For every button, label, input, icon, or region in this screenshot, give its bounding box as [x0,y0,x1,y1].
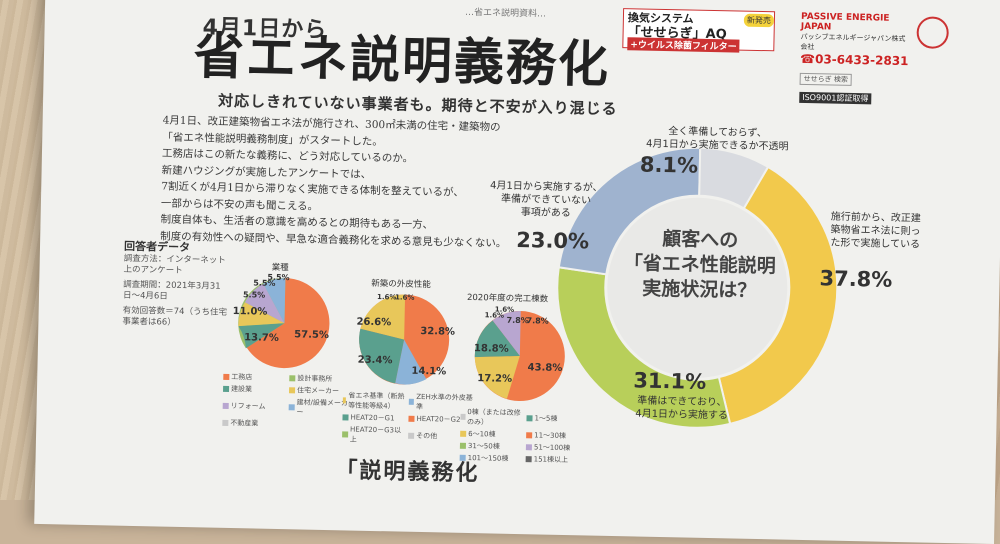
donut-center [607,197,788,378]
ad-product-box: 換気システム 「せせらぎ」AQ +ウイルス除菌フィルター 新発売 [622,8,776,53]
performance-label-2: 23.4% [357,354,393,367]
legend-item: 151棟以上 [525,454,590,465]
ad-company-en: PASSIVE ENERGIE JAPAN [800,11,890,33]
respondent-count: 有効回答数＝74（うち住宅事業者は66） [122,305,228,328]
ad-company-jp: パッシブエネルギージャパン株式会社 [800,32,906,52]
completed-slice-6-10 [474,356,520,399]
respondent-title: 回答者データ [123,239,191,255]
donut-pct-c: 23.0% [516,227,590,254]
performance-slice-base [360,294,406,340]
survey-donut-chart [556,146,839,429]
donut-label-b: 準備はできており、 4月1日から実施する [635,395,729,422]
donut-slice-implemented [717,165,839,426]
donut-pct-a: 37.8% [819,266,893,292]
performance-label-1: 14.1% [411,365,447,378]
ad-filter-label: +ウイルス除菌フィルター [627,37,740,53]
performance-slice-zeh [395,339,427,385]
performance-slice-g1 [359,328,405,384]
ad-phone: ☎03-6433-2831 [799,51,909,69]
ad-new-badge: 新発売 [743,13,775,28]
legend-item: リフォーム [222,396,287,417]
business-slice-other [263,278,286,324]
donut-pct-d: 8.1% [639,152,699,178]
respondent-period: 調査期間：2021年3月31日〜4月6日 [122,279,221,302]
business-chart-title: 業種 [271,262,289,274]
donut-pct-b: 31.1% [633,368,707,394]
bottom-heading: 「説明義務化 [335,458,480,487]
performance-legend: 省エネ基準（断熱等性能等級4） ZEH水準の外皮基準 HEAT20－G1 HEA… [342,390,473,447]
performance-label-0: 32.8% [420,325,456,338]
performance-pie-chart [359,294,450,385]
ad-company-block: PASSIVE ENERGIE JAPAN パッシブエネルギージャパン株式会社 … [799,12,911,106]
ad-iso-badge: ISO9001認証取得 [799,91,872,105]
donut-slice-ready [556,266,732,429]
business-pie-chart [238,278,330,369]
completed-slice-51-100 [492,311,521,357]
donut-label-a: 施行前から、改正建 築物省エネ法に則っ た形で実施している [830,211,921,251]
donut-label-d: 全く準備しておらず、 4月1日から実施できるか不透明 [645,126,789,153]
performance-label-3: 26.6% [356,316,392,329]
business-label-0: 57.5% [294,329,330,342]
donut-center-line-2: 「省エネ性能説明 [623,252,776,278]
completed-label-2: 18.8% [473,343,509,355]
business-slice-construction [238,323,285,349]
legend-item: HEAT20－G1 [342,412,406,423]
completed-label-1: 17.2% [477,373,513,385]
donut-slice-unprepared [698,146,770,210]
donut-center-title: 顧客への 「省エネ性能説明 実施状況は？ [599,226,801,305]
business-slice-reform [244,283,285,324]
legend-item: HEAT20－G3以上 [342,424,406,445]
completed-slice-1-5 [474,320,520,358]
ad-search-box: せせらぎ 検索 [799,72,853,86]
business-label-3: 5.5% [242,290,266,300]
completed-chart-title: 2020年度の完工棟数 [466,292,549,305]
legend-item: 0棟（または改修のみ） [460,407,524,428]
legend-item: 設計事務所 [289,373,353,384]
legend-item: 6〜10棟 [460,429,524,440]
performance-label-4: 1.6% [376,293,397,302]
donut-label-c: 4月1日から実施するが、 準備ができていない 事項がある [489,180,603,220]
advertisement: 換気システム 「せせらぎ」AQ +ウイルス除菌フィルター 新発売 PASSIVE… [604,4,965,105]
newspaper-page: …省エネ説明資料… 換気システム 「せせらぎ」AQ +ウイルス除菌フィルター 新… [34,0,1000,544]
ad-logo-icon [916,16,950,49]
legend-item: 不動産業 [222,418,286,429]
business-label-2: 11.0% [232,306,268,318]
performance-label-5: 1.6% [394,293,415,302]
business-slice-house [238,302,285,327]
business-label-5: 5.5% [267,272,290,283]
respondent-method: 調査方法：インターネット上のアンケート [123,253,226,276]
main-title: 省エネ説明義務化 [193,27,611,94]
business-legend: 工務店 設計事務所 建設業 住宅メーカー リフォーム 建材/設備メーカー 不動産… [222,372,353,431]
business-label-1: 13.7% [244,332,279,344]
legend-item: 工務店 [223,372,287,383]
legend-item: 省エネ基準（断熱等性能等級4） [342,390,407,411]
completed-label-6: 1.6% [494,305,515,314]
completed-pie-chart [474,311,565,402]
legend-item: 建設業 [223,384,287,395]
legend-item: 51〜100棟 [525,442,590,453]
donut-center-line-3: 実施状況は？ [642,277,757,302]
legend-item: 31〜50棟 [459,441,524,452]
top-note: …省エネ説明資料… [464,7,547,20]
